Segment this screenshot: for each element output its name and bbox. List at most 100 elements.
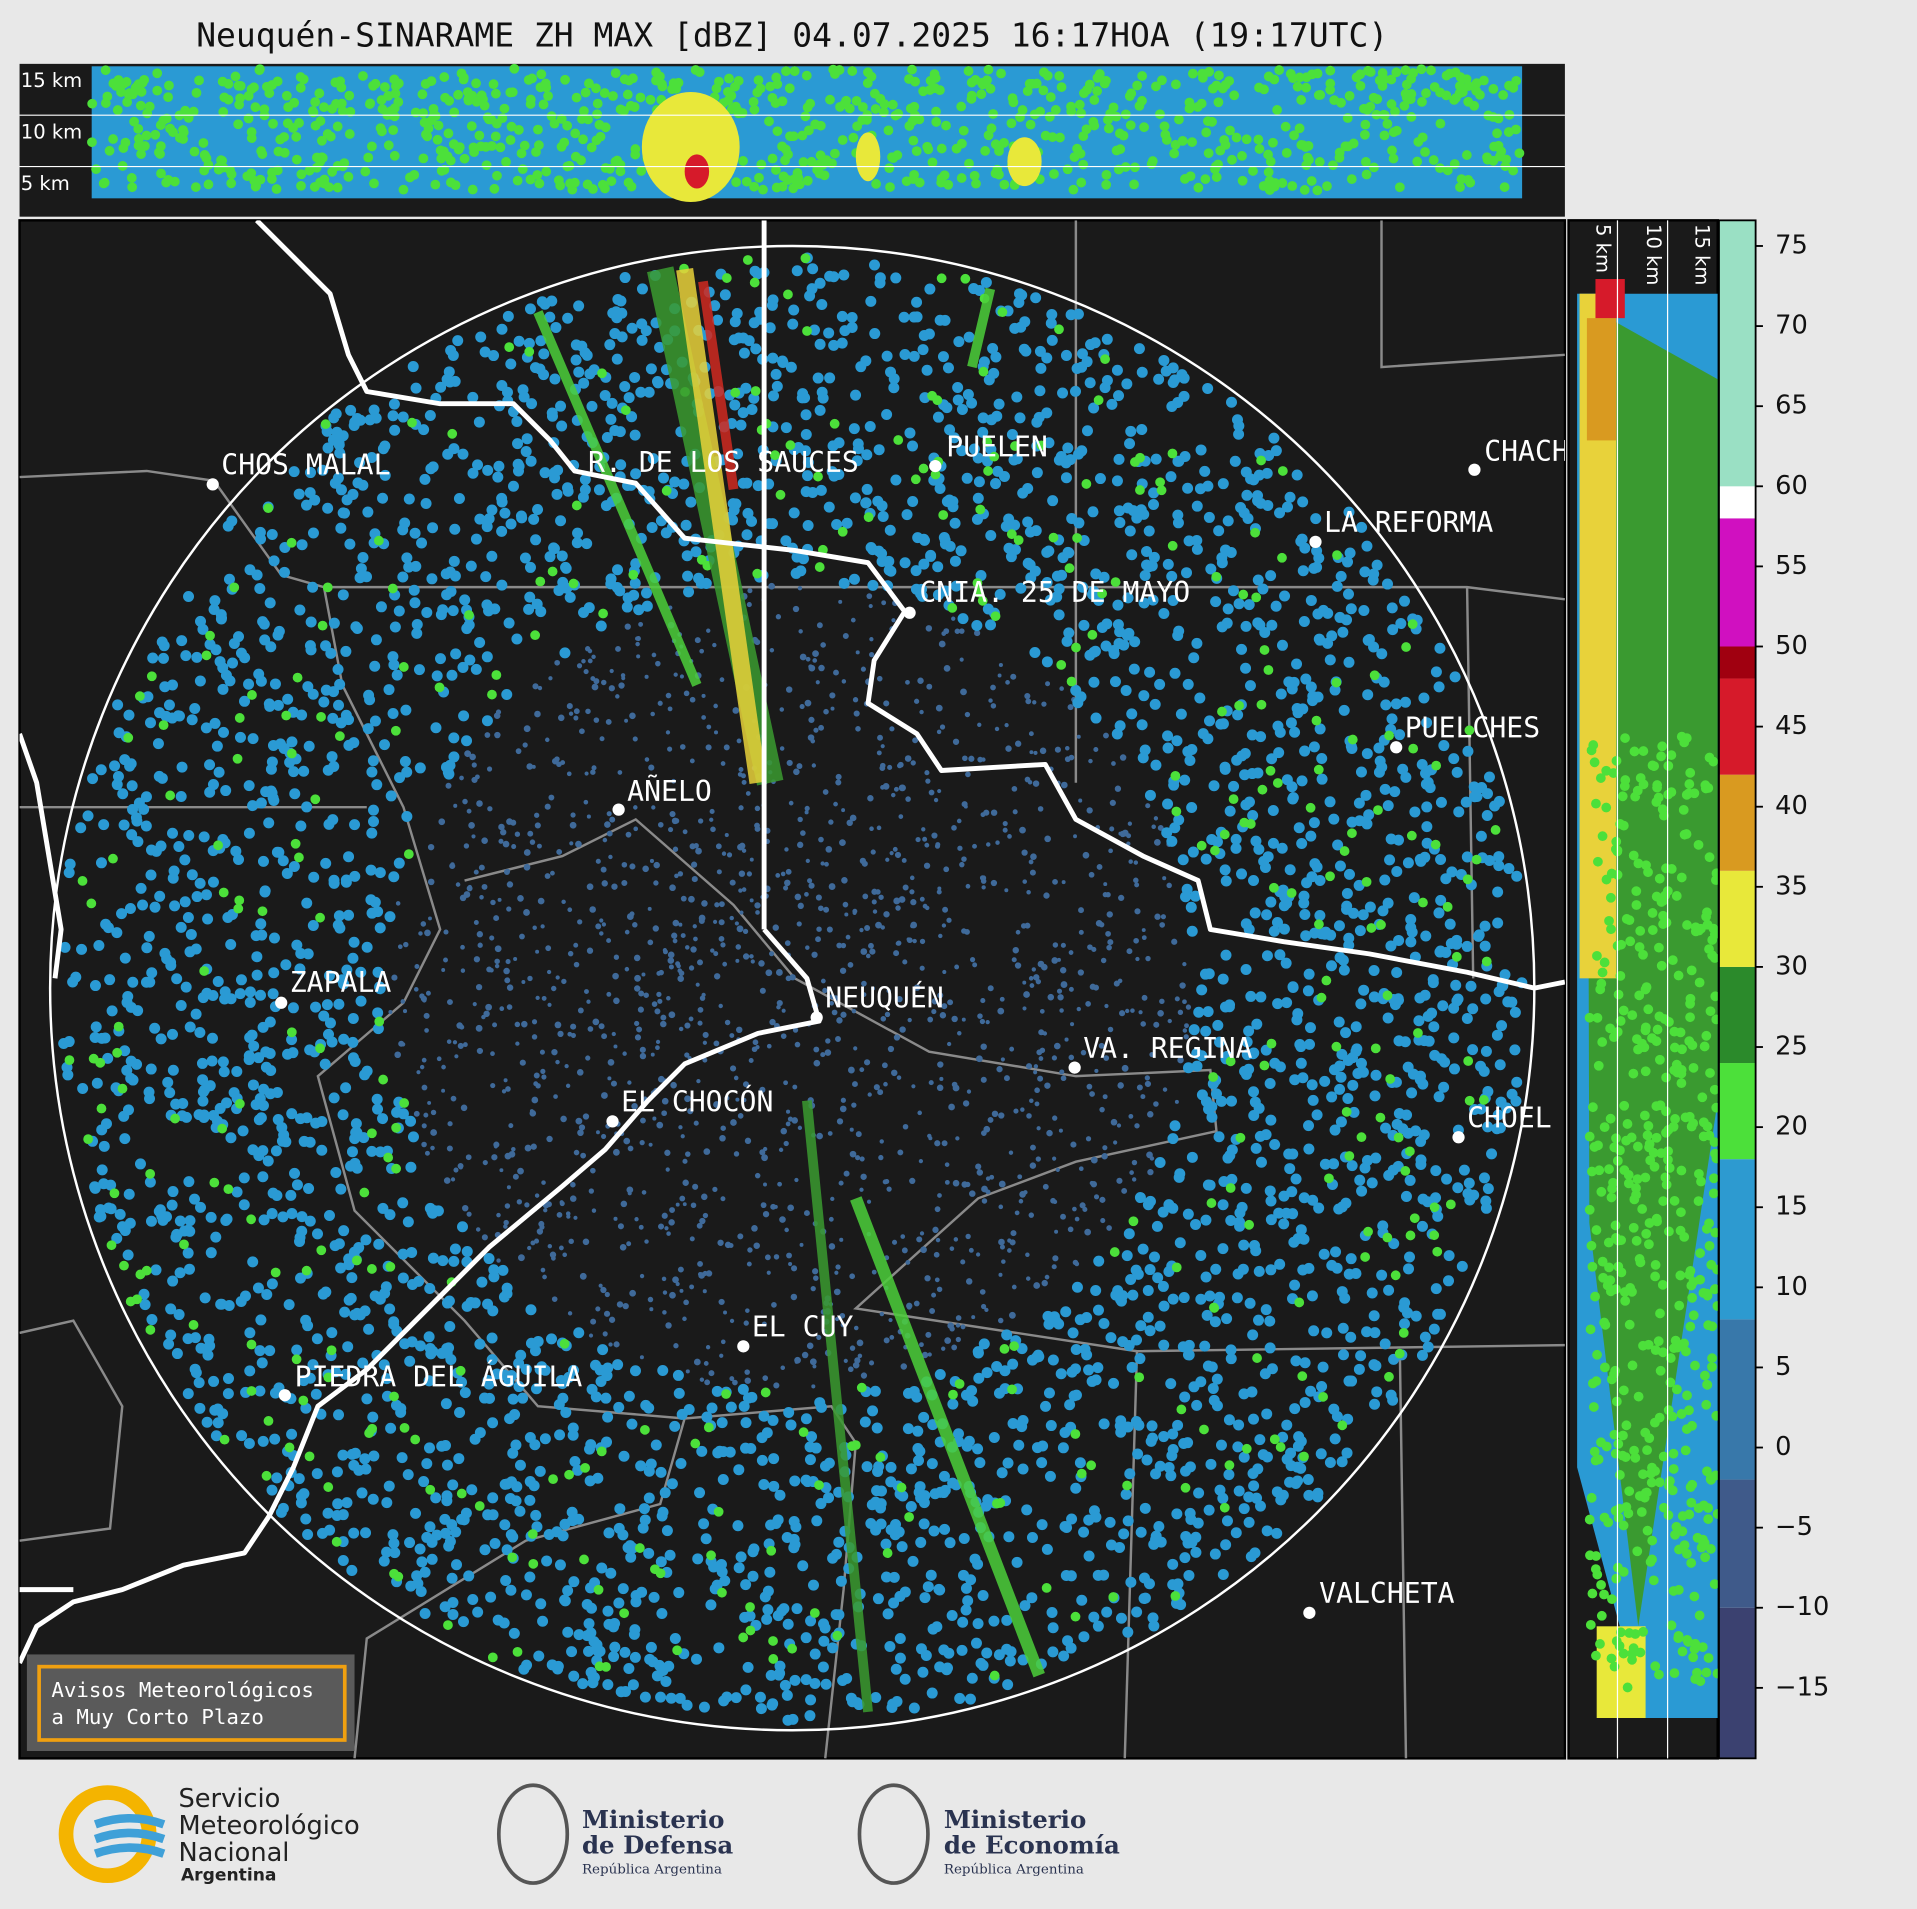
colorbar-tick-label: −15 xyxy=(1775,1672,1829,1702)
city-label: PUELCHES xyxy=(1405,711,1540,744)
height-label: 10 km xyxy=(1642,224,1665,285)
city-dot xyxy=(810,1011,823,1024)
colorbar-tick-label: 20 xyxy=(1775,1112,1808,1142)
city-dot xyxy=(1309,535,1322,548)
city-label: LA REFORMA xyxy=(1324,506,1493,539)
city-label: EL CUY xyxy=(752,1311,854,1344)
echo-core xyxy=(1007,137,1042,187)
city-dot xyxy=(1390,741,1403,754)
height-label: 15 km xyxy=(21,69,82,92)
logo-emblem xyxy=(496,1783,570,1885)
echo-core xyxy=(855,132,881,182)
city-label: NEUQUÉN xyxy=(825,981,943,1015)
city-label: VALCHETA xyxy=(1319,1577,1454,1610)
colorbar-tick-label: 75 xyxy=(1775,230,1808,260)
colorbar-tick-label: 35 xyxy=(1775,871,1808,901)
height-label: 5 km xyxy=(21,172,70,195)
city-label: VA. REGINA xyxy=(1083,1032,1252,1065)
city-dot xyxy=(275,996,288,1009)
colorbar-band xyxy=(1718,1319,1756,1480)
echo-ray xyxy=(676,268,767,784)
logo-text: Meteorológico xyxy=(178,1811,359,1841)
echo-core xyxy=(641,91,740,203)
city-dot xyxy=(929,459,942,473)
city-label: R. DE LOS SAUCES xyxy=(588,446,859,479)
echo-ray xyxy=(698,280,739,491)
logo-text: Argentina xyxy=(181,1866,276,1886)
city-dot xyxy=(1452,1131,1465,1144)
logo-text: Ministerio xyxy=(582,1805,724,1834)
echo-band xyxy=(1586,305,1718,1627)
colorbar-tick-label: −5 xyxy=(1775,1512,1813,1542)
logo-text: Nacional xyxy=(178,1838,289,1868)
notice-text: Avisos Meteorológicos xyxy=(51,1678,314,1702)
colorbar-tick-label: 50 xyxy=(1775,631,1808,661)
echo-core xyxy=(1595,279,1625,319)
logo-emblem xyxy=(857,1783,930,1885)
colorbar-frame xyxy=(1718,219,1757,1760)
notice-border xyxy=(37,1664,347,1742)
city-label: CNIA. 25 DE MAYO xyxy=(919,576,1190,609)
colorbar-band xyxy=(1718,486,1756,519)
map-layer: CHOS MALAL R. DE LOS SAUCES PUELEN CHACH… xyxy=(19,220,1569,1759)
logo-text: de Economía xyxy=(944,1831,1120,1860)
colorbar-tick-label: 60 xyxy=(1775,471,1808,501)
colorbar-tick-label: 70 xyxy=(1775,311,1808,341)
echo-core xyxy=(1586,318,1617,441)
echo-core xyxy=(684,154,710,189)
colorbar-band xyxy=(1718,1607,1756,1759)
city-dot xyxy=(278,1389,291,1402)
colorbar-band xyxy=(1718,870,1756,967)
height-label: 15 km xyxy=(1691,224,1714,285)
colorbar-band xyxy=(1718,966,1756,1064)
side-echoes xyxy=(1577,279,1718,1718)
colorbar-tick-label: 55 xyxy=(1775,551,1808,581)
colorbar-tick-label: 15 xyxy=(1775,1192,1808,1222)
title: Neuquén-SINARAME ZH MAX [dBZ] 04.07.2025… xyxy=(196,16,1388,55)
city-label: PIEDRA DEL ÁGUILA xyxy=(295,1360,583,1394)
city-dot xyxy=(612,803,625,816)
logo-text: República Argentina xyxy=(944,1862,1084,1877)
colorbar-band xyxy=(1718,774,1756,871)
radar-echoes xyxy=(58,252,1528,1726)
city-dot xyxy=(903,606,916,619)
colorbar-band xyxy=(1718,518,1756,647)
logo-waves xyxy=(93,1814,166,1858)
height-label: 5 km xyxy=(1592,224,1615,273)
logo-text: Ministerio xyxy=(944,1805,1086,1834)
logo-economia: Ministerio de Economía República Argenti… xyxy=(857,1783,1120,1885)
colorbar-tick-label: 65 xyxy=(1775,391,1808,421)
echo-moderate xyxy=(87,63,1525,196)
city-dot xyxy=(1468,463,1481,476)
echo-light xyxy=(58,252,1528,1726)
colorbar-tick-label: −10 xyxy=(1775,1592,1829,1622)
city-dot xyxy=(1068,1061,1081,1074)
city-label: CHOS MALAL xyxy=(221,449,390,482)
echo-ray xyxy=(850,1196,1045,1678)
colorbar-band xyxy=(1718,678,1756,775)
colorbar-tick-label: 0 xyxy=(1775,1432,1791,1462)
city-label: ZAPALA xyxy=(290,966,392,999)
height-label: 10 km xyxy=(21,120,82,143)
range-ring xyxy=(48,244,1536,1732)
city-label: PUELEN xyxy=(946,430,1048,463)
echo-ray xyxy=(802,1100,873,1713)
colorbar-band xyxy=(1718,1479,1756,1608)
rivers xyxy=(19,220,1565,1665)
logo-text: de Defensa xyxy=(582,1831,733,1860)
colorbar-tick-label: 30 xyxy=(1775,951,1808,981)
echo-weak xyxy=(388,582,1192,1389)
colorbar-band xyxy=(1718,646,1756,679)
city-dot xyxy=(606,1115,619,1128)
colorbar-tick-label: 5 xyxy=(1775,1352,1791,1382)
colorbar-tick-label: 25 xyxy=(1775,1032,1808,1062)
cities: CHOS MALAL R. DE LOS SAUCES PUELEN CHACH… xyxy=(206,430,1569,1619)
echo-ray xyxy=(533,310,702,687)
city-dot xyxy=(1303,1606,1316,1619)
city-dot xyxy=(737,1340,750,1353)
city-label: CHACH xyxy=(1484,435,1569,468)
echo-ray xyxy=(967,287,996,369)
top-echoes xyxy=(87,63,1525,203)
